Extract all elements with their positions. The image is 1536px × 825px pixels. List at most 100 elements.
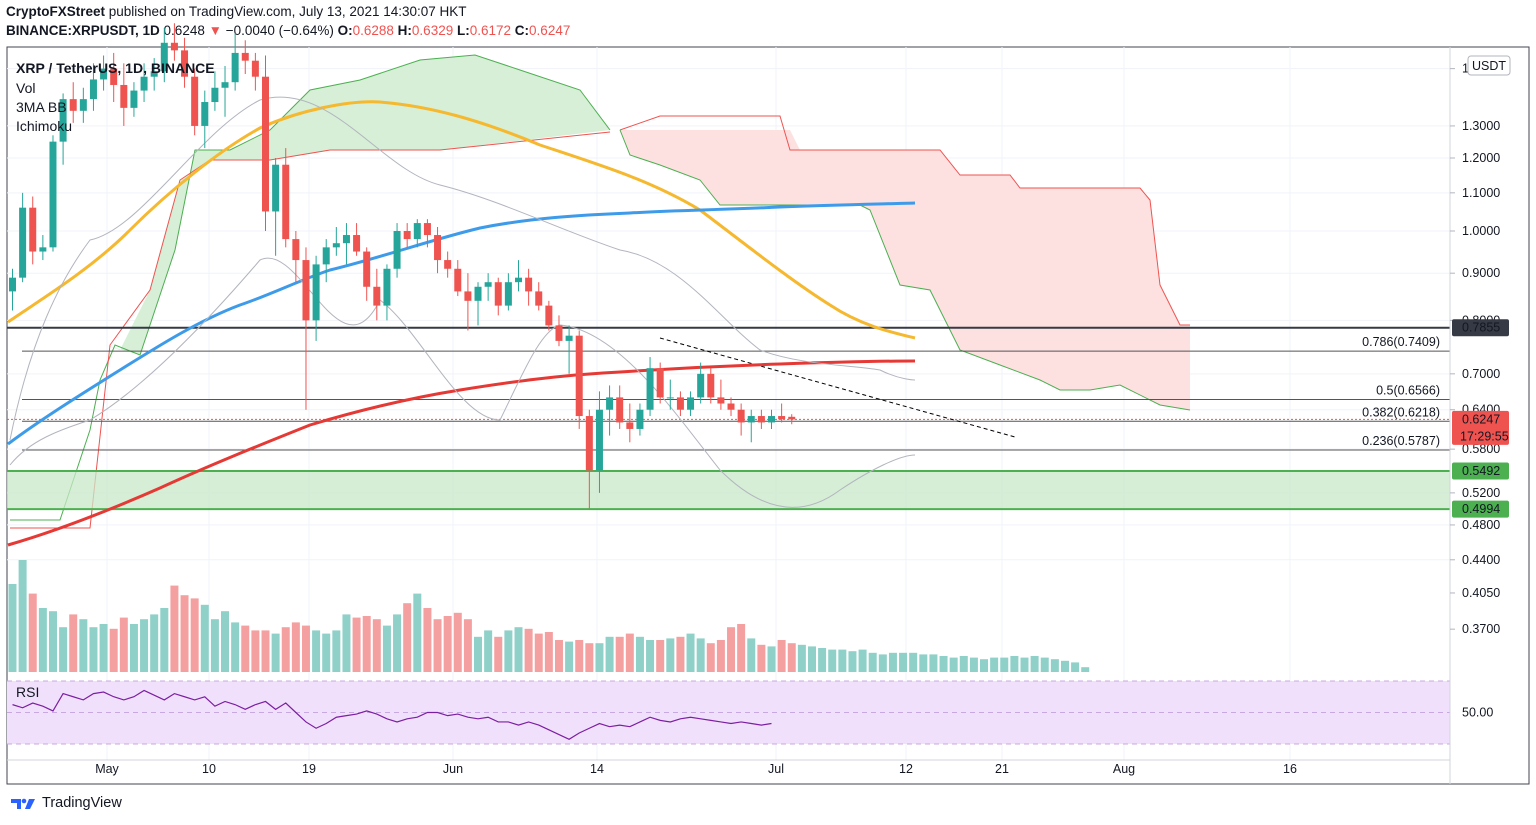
- price-label-box: [1452, 500, 1509, 518]
- bull-cloud-edge: [10, 54, 611, 521]
- volume-bar: [666, 638, 675, 672]
- volume-bar: [868, 652, 877, 672]
- price-tick-label: 1.3000: [1462, 119, 1500, 133]
- candle-body: [606, 397, 614, 410]
- candle-body: [515, 277, 522, 283]
- low-label: L:: [456, 23, 470, 38]
- candle-body: [89, 79, 97, 100]
- volume-bar: [79, 619, 88, 672]
- volume-bar: [797, 644, 806, 672]
- price-label-text: 0.6247: [1462, 412, 1500, 426]
- volume-bar: [1000, 657, 1009, 672]
- bull-cloud: [105, 55, 610, 355]
- volume-bar: [1030, 656, 1039, 672]
- candle-body: [717, 397, 725, 404]
- candle-body: [59, 99, 67, 142]
- open-label: O:: [337, 23, 353, 38]
- price-label-box: [1452, 410, 1509, 445]
- candle-body: [262, 76, 269, 212]
- close-label: C:: [514, 23, 530, 38]
- indicator-lines: [7, 96, 916, 547]
- volume-bar: [1050, 659, 1059, 672]
- volume-bar: [1010, 656, 1019, 672]
- candle-body: [181, 50, 189, 77]
- candle-body: [29, 207, 37, 252]
- volume-bar: [959, 656, 968, 672]
- price-tick-label: 0.7000: [1462, 367, 1500, 381]
- volume-bar: [59, 627, 68, 672]
- candle-body: [393, 231, 401, 269]
- volume-bar: [463, 619, 472, 672]
- high-label: H:: [397, 23, 412, 38]
- time-tick-label: 21: [995, 762, 1009, 776]
- candle-body: [727, 403, 735, 410]
- candle-body: [221, 82, 229, 88]
- rsi-line: [12, 689, 772, 740]
- candle-body: [383, 268, 391, 306]
- candle-body: [676, 397, 684, 410]
- candle-body: [494, 282, 502, 306]
- volume-bar: [28, 593, 37, 672]
- candle-body: [353, 235, 361, 252]
- price-chart[interactable]: 0.786(0.7409) 0.5(0.6566) 0.382(0.6218) 0.2…: [0, 0, 1536, 790]
- price-tick-label: 0.5200: [1462, 486, 1500, 500]
- volume-bar: [1060, 660, 1069, 672]
- volume-bar: [716, 640, 725, 672]
- candle-body: [697, 373, 705, 398]
- volume-bar: [949, 657, 958, 672]
- volume-bar: [534, 633, 543, 672]
- volume-bar: [737, 624, 746, 672]
- volume-bar: [362, 616, 371, 672]
- last-price: 0.6248: [163, 23, 205, 38]
- ichimoku-cloud: [10, 54, 1191, 529]
- volume-bar: [939, 656, 948, 672]
- bear-cloud: [620, 130, 1190, 410]
- candle-body: [19, 207, 27, 278]
- currency-badge[interactable]: [1467, 55, 1511, 76]
- price-axis[interactable]: 1.50001.30001.20001.10001.00000.90000.80…: [1450, 62, 1500, 637]
- candle-body: [9, 277, 16, 292]
- volume-bar: [160, 608, 169, 672]
- volume-bar: [271, 633, 280, 672]
- legend-vol: Vol: [16, 80, 35, 96]
- candle-body: [322, 247, 330, 265]
- volume-bar: [1081, 667, 1090, 672]
- volume-bar: [89, 627, 98, 672]
- price-tick-label: 1.0000: [1462, 224, 1500, 238]
- publisher-name: CryptoFXStreet: [6, 4, 106, 19]
- volume-bar: [929, 654, 938, 672]
- symbol-label: BINANCE:XRPUSDT, 1D: [6, 23, 160, 38]
- candle-body: [575, 335, 583, 417]
- horizontal-levels: 0.786(0.7409) 0.5(0.6566) 0.382(0.6218) 0.2…: [7, 326, 1450, 451]
- candle-body: [474, 286, 482, 301]
- volume-bars: [8, 560, 1090, 672]
- candle-body: [373, 286, 381, 306]
- time-tick-label: Jun: [443, 762, 463, 776]
- candle-body: [646, 368, 654, 410]
- volume-bar: [706, 643, 715, 672]
- volume-bar: [231, 622, 240, 672]
- candle-body: [413, 223, 421, 240]
- candle-body: [565, 335, 573, 341]
- volume-bar: [807, 646, 816, 672]
- time-tick-label: Jul: [768, 762, 784, 776]
- volume-bar: [625, 633, 634, 672]
- time-axis[interactable]: May 10 19 Jun 14 Jul 12 21 Aug 16: [95, 762, 1297, 776]
- candle-body: [201, 102, 209, 126]
- ma200-line: [7, 359, 916, 547]
- candle-body: [737, 409, 745, 423]
- candle-body: [140, 76, 148, 91]
- volume-bar: [1071, 662, 1080, 672]
- volume-bar: [888, 652, 897, 672]
- candle-body: [302, 260, 310, 321]
- price-tick-label: 1.2000: [1462, 151, 1500, 165]
- volume-bar: [990, 657, 999, 672]
- time-tick-label: Aug: [1113, 762, 1135, 776]
- candle-body: [434, 235, 442, 261]
- price-tick-label: 0.4800: [1462, 518, 1500, 532]
- candle-body: [342, 235, 350, 244]
- candlesticks[interactable]: [9, 23, 796, 509]
- candle-body: [707, 373, 715, 398]
- volume-bar: [484, 630, 493, 672]
- volume-bar: [403, 603, 412, 672]
